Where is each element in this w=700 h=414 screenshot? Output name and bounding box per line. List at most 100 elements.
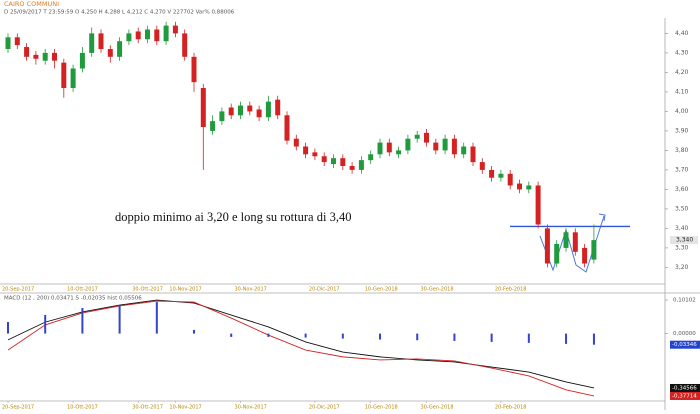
x-tick-label: 30-Ott-2017 [132, 405, 163, 411]
macd-line [7, 299, 595, 389]
macd-title: MACD (12 , 200) 0,03471 S -0,02035 hist … [4, 296, 142, 302]
candle-body [228, 107, 234, 116]
candle-body [14, 37, 20, 46]
y-tick-label: 3,20 [675, 264, 689, 271]
candle-body [386, 142, 392, 153]
candle-body [52, 52, 57, 61]
candle-body [358, 160, 364, 170]
x-tick-label: 20-Dic-2017 [309, 287, 340, 293]
value-tag-label: -0,37714 [672, 393, 697, 399]
x-tick-label: 10-Nov-2017 [169, 405, 201, 411]
y-tick-label: 4,10 [675, 88, 689, 95]
x-tick-label: 30-Nov-2017 [235, 405, 267, 411]
candle-body [303, 146, 309, 155]
value-tag [670, 340, 700, 349]
candle-body [89, 33, 95, 53]
pattern-arrow [539, 215, 605, 273]
candle-body [591, 240, 597, 260]
histogram-bar [230, 333, 233, 337]
x-tick-label: 20-Sep-2017 [2, 405, 34, 411]
candle-body [256, 109, 262, 118]
x-tick-label: 30-Ott-2017 [132, 287, 163, 293]
candle-body [563, 232, 569, 248]
candle-body [200, 88, 206, 127]
y-tick-label: 3,90 [675, 127, 689, 134]
histogram-bar [44, 314, 47, 334]
candle-body [479, 162, 485, 170]
candle-body [33, 54, 39, 59]
histogram-bar [565, 333, 568, 344]
y-tick-label: 4,00 [675, 108, 689, 115]
candle-body [507, 173, 513, 186]
candle-body [526, 185, 532, 190]
histogram-bar [416, 333, 419, 341]
value-tag-label: -0,34566 [672, 385, 697, 391]
histogram-bar [6, 321, 9, 334]
candle-body [265, 101, 271, 118]
candle-body [470, 146, 476, 163]
candle-body [191, 56, 197, 83]
candle-body [163, 25, 169, 42]
price-tag-label: 3,340 [676, 237, 693, 244]
candle-body [414, 134, 420, 139]
value-tag [670, 383, 700, 392]
candle-body [42, 52, 48, 61]
histogram-bar [155, 302, 158, 334]
candle-body [544, 228, 550, 264]
candle-body [70, 68, 76, 88]
y-tick-label: 3,50 [675, 205, 689, 212]
candle-body [554, 244, 560, 264]
candle-body [368, 154, 374, 161]
candle-body [405, 138, 411, 151]
candle-body [396, 150, 402, 155]
candle-body [135, 31, 141, 40]
candle-body [98, 33, 104, 49]
candle-body [331, 158, 336, 165]
candle-body [210, 121, 216, 131]
chart-title: CAIRO COMMUNI [4, 0, 59, 8]
x-tick-label: 30-Gen-2018 [421, 287, 454, 293]
candle-body [349, 166, 355, 170]
candle-body [79, 52, 85, 69]
candle-body [498, 173, 504, 178]
value-tag [670, 391, 700, 400]
candle-body [424, 132, 429, 143]
y-tick-label: 3,30 [675, 244, 689, 251]
x-tick-label: 10-Ott-2017 [67, 405, 98, 411]
candle-body [535, 185, 541, 225]
candle-body [61, 62, 67, 88]
candle-body [117, 41, 123, 57]
candle-body [433, 142, 439, 151]
candle-body [442, 138, 448, 151]
x-tick-label: 10-Gen-2018 [365, 405, 398, 411]
candle-body [238, 105, 243, 116]
quote-info: D 25/09/2017 T 23:59:59 O 4,250 H 4,288 … [4, 10, 235, 16]
histogram-bar [379, 333, 382, 340]
candle-body [154, 29, 160, 42]
x-tick-label: 10-Gen-2018 [365, 287, 398, 293]
x-tick-label: 30-Gen-2018 [421, 405, 454, 411]
candle-body [219, 111, 225, 122]
candle-body [24, 47, 30, 57]
candle-body [107, 49, 113, 57]
x-tick-label: 10-Ott-2017 [67, 287, 98, 293]
price-tag [670, 236, 698, 245]
histogram-bar [341, 333, 344, 339]
x-tick-label: 30-Nov-2017 [235, 287, 267, 293]
candle-body [321, 156, 327, 163]
candle-body [582, 247, 588, 264]
histogram-bar [490, 333, 493, 342]
candle-body [126, 33, 132, 42]
candle-body [451, 138, 457, 155]
y2-tick-label: 0,10102 [673, 298, 696, 304]
candle-body [5, 37, 11, 49]
histogram-bar [81, 308, 84, 334]
histogram-bar [193, 329, 196, 334]
x-tick-label: 20-Feb-2018 [495, 405, 527, 411]
candle-body [284, 115, 290, 141]
candle-body [340, 158, 346, 166]
y-tick-label: 4,30 [675, 49, 689, 56]
candle-body [275, 99, 281, 116]
candle-body [312, 152, 318, 157]
